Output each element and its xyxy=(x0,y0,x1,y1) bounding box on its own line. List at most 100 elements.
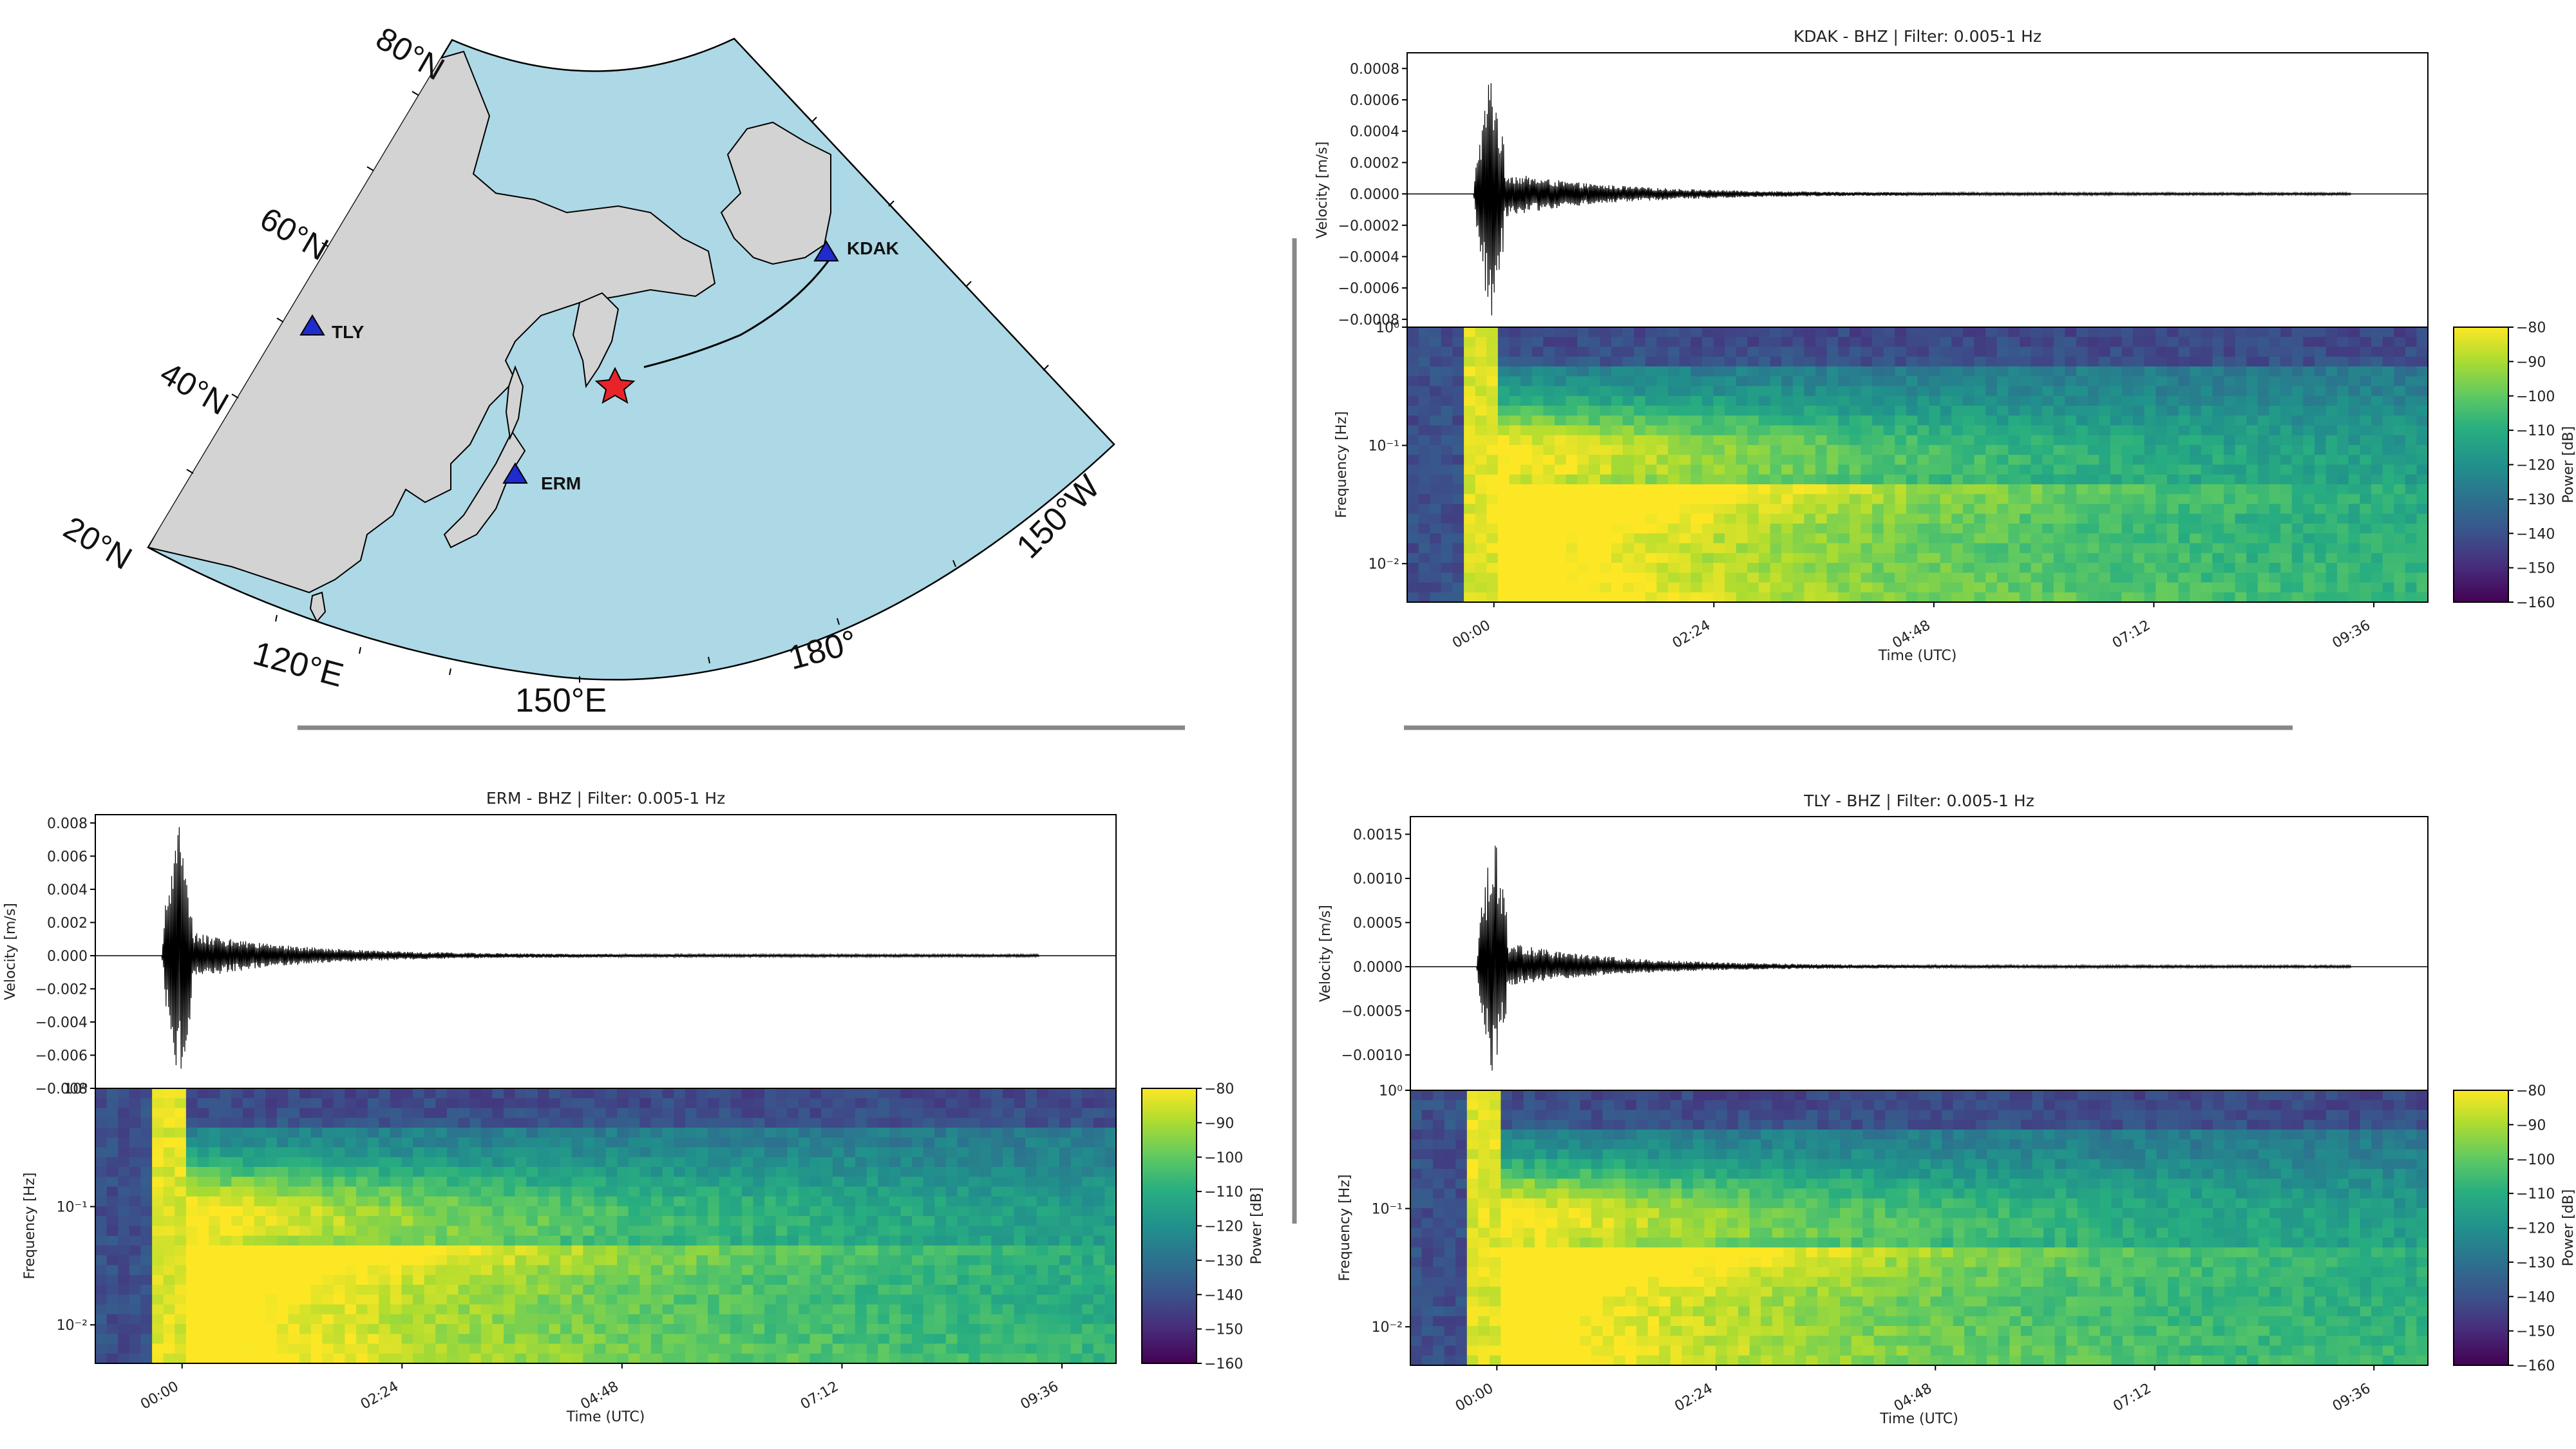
spectrogram-cell xyxy=(413,1343,425,1354)
spectrogram-cell xyxy=(322,1334,334,1345)
spectrogram-cell xyxy=(2280,435,2293,446)
spectrogram-cell xyxy=(1588,337,1601,348)
spectrogram-cell xyxy=(401,1216,413,1227)
spectrogram-cell xyxy=(639,1304,652,1315)
spectrogram-cell xyxy=(1929,484,1941,495)
spectrogram-cell xyxy=(2190,337,2202,348)
spectrogram-cell xyxy=(878,1314,890,1325)
spectrogram-cell xyxy=(2337,337,2349,348)
spectrogram-cell xyxy=(844,1353,856,1364)
spectrogram-cell xyxy=(560,1285,573,1296)
spectrogram-cell xyxy=(1861,573,1873,583)
spectrogram-cell xyxy=(2394,533,2406,544)
spectrogram-cell xyxy=(515,1235,527,1246)
spectrogram-cell xyxy=(2053,337,2066,348)
spectrogram-cell xyxy=(2155,533,2168,544)
spectrogram-cell xyxy=(2121,474,2134,485)
spectrogram-cell xyxy=(605,1186,618,1197)
spectrogram-cell xyxy=(1600,425,1612,436)
spectrogram-cell xyxy=(2166,553,2179,564)
spectrogram-cell xyxy=(2371,395,2383,406)
spectrogram-cell xyxy=(1804,395,1816,406)
spectrogram-cell xyxy=(185,1343,198,1354)
spectrogram-cell xyxy=(1509,395,1521,406)
spectrogram-cell xyxy=(152,1157,164,1168)
spectrogram-cell xyxy=(900,1245,913,1256)
spectrogram-cell xyxy=(1441,445,1454,456)
spectrogram-cell xyxy=(2348,553,2361,564)
spectrogram-cell xyxy=(1588,573,1601,583)
spectrogram-cell xyxy=(333,1334,346,1345)
spectrogram-cell xyxy=(1656,346,1669,357)
spectrogram-cell xyxy=(1883,415,1896,426)
spectrogram-cell xyxy=(2303,563,2315,574)
spectrogram-cell xyxy=(401,1117,413,1128)
spectrogram-cell xyxy=(934,1265,947,1276)
spectrogram-cell xyxy=(1441,582,1454,593)
spectrogram-cell xyxy=(129,1304,142,1315)
spectrogram-cell xyxy=(1725,513,1737,524)
spectrogram-cell xyxy=(1452,474,1464,485)
spectrogram-cell xyxy=(185,1235,198,1246)
spectrogram-cell xyxy=(276,1137,289,1148)
spectrogram-cell xyxy=(1906,582,1918,593)
spectrogram-cell xyxy=(2133,346,2145,357)
spectrogram-cell xyxy=(1600,553,1612,564)
spectrogram-cell xyxy=(2224,504,2236,515)
spectrogram-cell xyxy=(2337,504,2349,515)
spectrogram-cell xyxy=(594,1304,607,1315)
spectrogram-cell xyxy=(1770,435,1782,446)
spectrogram-cell xyxy=(2371,455,2383,466)
spectrogram-cell xyxy=(889,1147,902,1158)
spectrogram-cell xyxy=(2099,346,2111,357)
spectrogram-cell xyxy=(1725,395,1737,406)
spectrogram-cell xyxy=(2020,435,2032,446)
spectrogram-cell xyxy=(1566,504,1578,515)
spectrogram-cell xyxy=(1679,464,1692,475)
spectrogram-cell xyxy=(991,1137,1003,1148)
spectrogram-cell xyxy=(2394,395,2406,406)
spectrogram-cell xyxy=(2382,415,2394,426)
spectrogram-cell xyxy=(1464,582,1476,593)
spectrogram-cell xyxy=(265,1157,278,1168)
spectrogram-cell xyxy=(900,1137,913,1148)
spectrogram-cell xyxy=(2155,464,2168,475)
spectrogram-cell xyxy=(969,1167,981,1178)
spectrogram-cell xyxy=(504,1235,516,1246)
spectrogram-cell xyxy=(367,1334,380,1345)
spectrogram-cell xyxy=(1554,406,1567,417)
spectrogram-cell xyxy=(1645,582,1658,593)
spectrogram-cell xyxy=(2020,484,2032,495)
spectrogram-cell xyxy=(560,1167,573,1178)
spectrogram-cell xyxy=(288,1157,300,1168)
spectrogram-cell xyxy=(583,1265,595,1276)
spectrogram-cell xyxy=(775,1304,788,1315)
spectrogram-cell xyxy=(1725,582,1737,593)
spectrogram-cell xyxy=(708,1274,720,1285)
spectrogram-cell xyxy=(1883,573,1896,583)
spectrogram-cell xyxy=(2155,524,2168,535)
spectrogram-cell xyxy=(1002,1108,1015,1119)
spectrogram-cell xyxy=(753,1088,765,1099)
spectrogram-cell xyxy=(1815,474,1828,485)
ytick-label: 0.0000 xyxy=(1350,187,1399,203)
spectrogram-cell xyxy=(504,1274,516,1285)
spectrogram-cell xyxy=(764,1324,777,1335)
spectrogram-cell xyxy=(1543,563,1555,574)
spectrogram-cell xyxy=(2020,327,2032,338)
spectrogram-cell xyxy=(2371,504,2383,515)
spectrogram-cell xyxy=(1656,415,1669,426)
spectrogram-cell xyxy=(821,1128,833,1139)
spectrogram-cell xyxy=(1770,543,1782,554)
spectrogram-cell xyxy=(1781,582,1794,593)
spectrogram-cell xyxy=(379,1117,391,1128)
spectrogram-cell xyxy=(356,1294,368,1305)
spectrogram-cell xyxy=(288,1117,300,1128)
spectrogram-cell xyxy=(1996,524,2009,535)
spectrogram-cell xyxy=(435,1117,448,1128)
spectrogram-cell xyxy=(526,1324,538,1335)
spectrogram-cell xyxy=(957,1216,969,1227)
spectrogram-cell xyxy=(2348,337,2361,348)
spectrogram-cell xyxy=(753,1157,765,1168)
spectrogram-cell xyxy=(504,1088,516,1099)
